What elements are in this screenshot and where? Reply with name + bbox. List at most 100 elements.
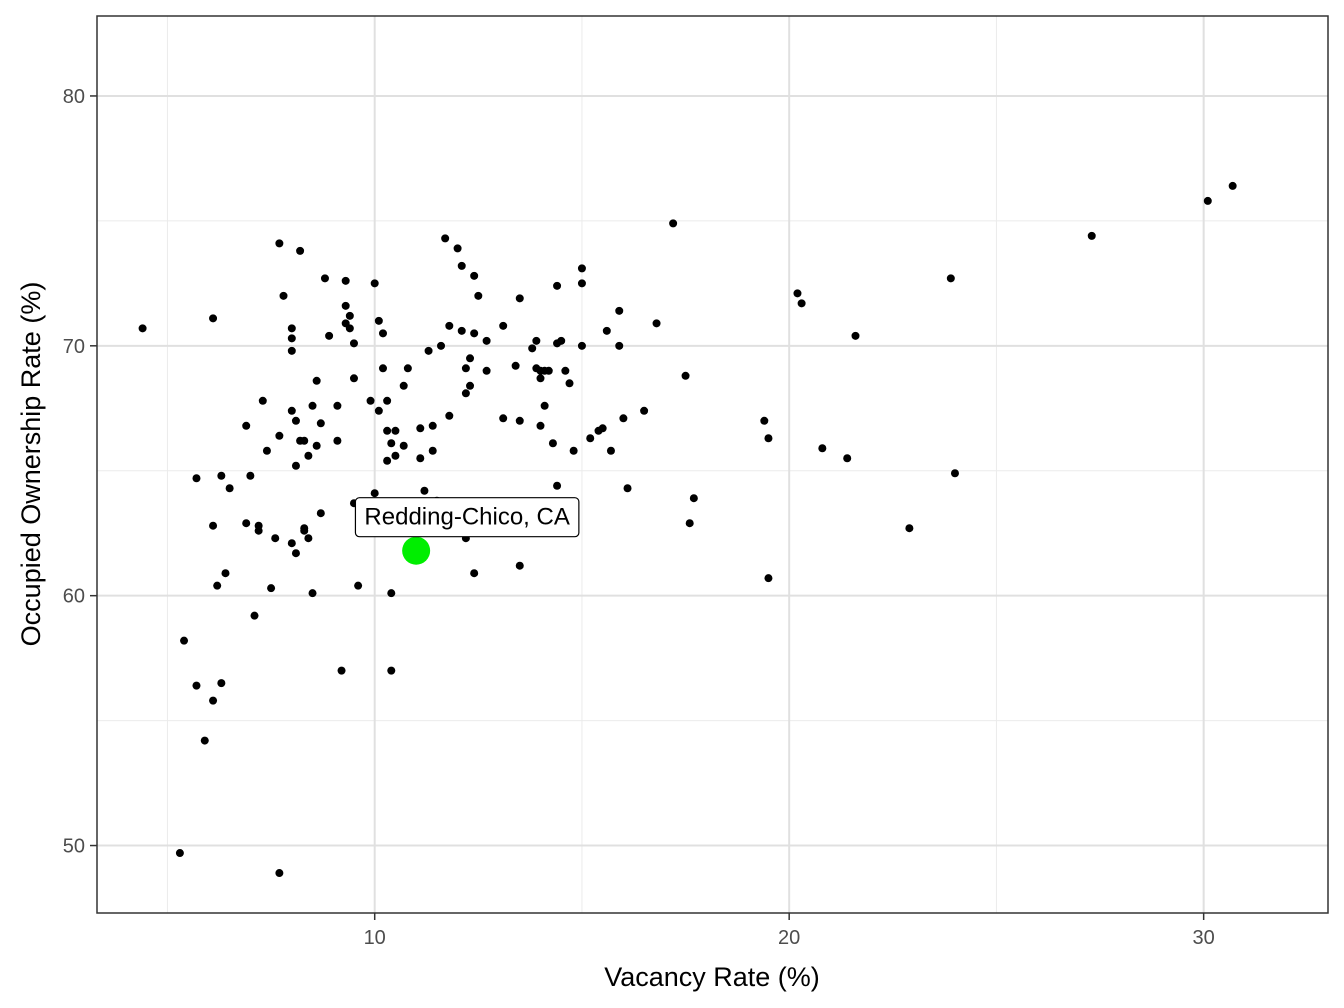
x-tick-label: 30 — [1193, 927, 1215, 949]
data-point — [345, 324, 354, 333]
data-point — [287, 539, 296, 548]
data-point — [851, 331, 860, 340]
data-point — [192, 681, 201, 690]
data-point — [428, 446, 437, 455]
data-point — [271, 534, 280, 543]
data-point — [399, 381, 408, 390]
data-point — [217, 471, 226, 480]
data-point — [242, 421, 251, 430]
data-point — [470, 271, 479, 280]
data-point — [192, 474, 201, 483]
data-point — [623, 484, 632, 493]
data-point — [499, 414, 508, 423]
data-point — [511, 361, 520, 370]
data-point — [333, 401, 342, 410]
data-point — [213, 581, 222, 590]
data-point — [349, 374, 358, 383]
data-point — [553, 481, 562, 490]
data-point — [577, 341, 586, 350]
data-point — [689, 494, 698, 503]
data-point — [474, 291, 483, 300]
data-point — [320, 274, 329, 283]
data-point — [275, 239, 284, 248]
data-point — [470, 569, 479, 578]
data-point — [950, 469, 959, 478]
data-point — [287, 406, 296, 415]
data-point — [515, 294, 524, 303]
data-point — [569, 446, 578, 455]
data-point — [217, 679, 226, 688]
data-point — [275, 869, 284, 878]
data-point — [445, 411, 454, 420]
y-axis: 50 60 70 80 — [63, 86, 97, 858]
data-point — [250, 611, 259, 620]
data-point — [403, 364, 412, 373]
data-point — [383, 456, 392, 465]
data-point — [640, 406, 649, 415]
data-point — [515, 561, 524, 570]
data-point — [764, 574, 773, 583]
data-point — [387, 589, 396, 598]
panel-border — [96, 15, 1329, 914]
data-point — [349, 339, 358, 348]
data-point — [262, 446, 271, 455]
data-point — [209, 314, 218, 323]
data-point — [461, 364, 470, 373]
data-point — [138, 324, 147, 333]
data-point — [466, 354, 475, 363]
data-point — [843, 454, 852, 463]
data-point — [457, 326, 466, 335]
data-point — [258, 396, 267, 405]
y-tick-label: 50 — [63, 836, 85, 858]
data-point — [345, 311, 354, 320]
data-point — [291, 416, 300, 425]
data-point — [760, 416, 769, 425]
data-point — [536, 421, 545, 430]
data-point — [553, 281, 562, 290]
data-point — [905, 524, 914, 533]
data-point — [374, 406, 383, 415]
data-point — [370, 279, 379, 288]
data-point — [1228, 181, 1237, 190]
data-point — [424, 346, 433, 355]
data-point — [615, 341, 624, 350]
highlight-group: Redding-Chico, CA — [354, 497, 580, 565]
data-point — [1203, 196, 1212, 205]
data-point — [399, 441, 408, 450]
data-point — [221, 569, 230, 578]
data-point — [577, 279, 586, 288]
data-points — [138, 181, 1237, 878]
data-point — [291, 461, 300, 470]
major-gridlines — [97, 16, 1328, 913]
data-point — [685, 519, 694, 528]
data-point — [200, 736, 209, 745]
data-point — [300, 436, 309, 445]
data-point — [337, 666, 346, 675]
data-point — [420, 486, 429, 495]
data-point — [470, 329, 479, 338]
data-point — [378, 364, 387, 373]
data-point — [557, 336, 566, 345]
data-point — [615, 306, 624, 315]
highlight-point — [402, 536, 431, 565]
data-point — [366, 396, 375, 405]
data-point — [312, 441, 321, 450]
x-tick-label: 20 — [778, 927, 800, 949]
data-point — [544, 366, 553, 375]
data-point — [291, 549, 300, 558]
x-axis-title: Vacancy Rate (%) — [604, 962, 820, 992]
data-point — [316, 509, 325, 518]
data-point — [1087, 231, 1096, 240]
data-point — [383, 426, 392, 435]
data-point — [586, 434, 595, 443]
data-point — [287, 346, 296, 355]
data-point — [304, 451, 313, 460]
data-point — [279, 291, 288, 300]
data-point — [275, 431, 284, 440]
highlight-label-box — [354, 497, 580, 538]
data-point — [312, 376, 321, 385]
data-point — [354, 581, 363, 590]
data-point — [242, 519, 251, 528]
data-point — [391, 451, 400, 460]
data-point — [316, 419, 325, 428]
